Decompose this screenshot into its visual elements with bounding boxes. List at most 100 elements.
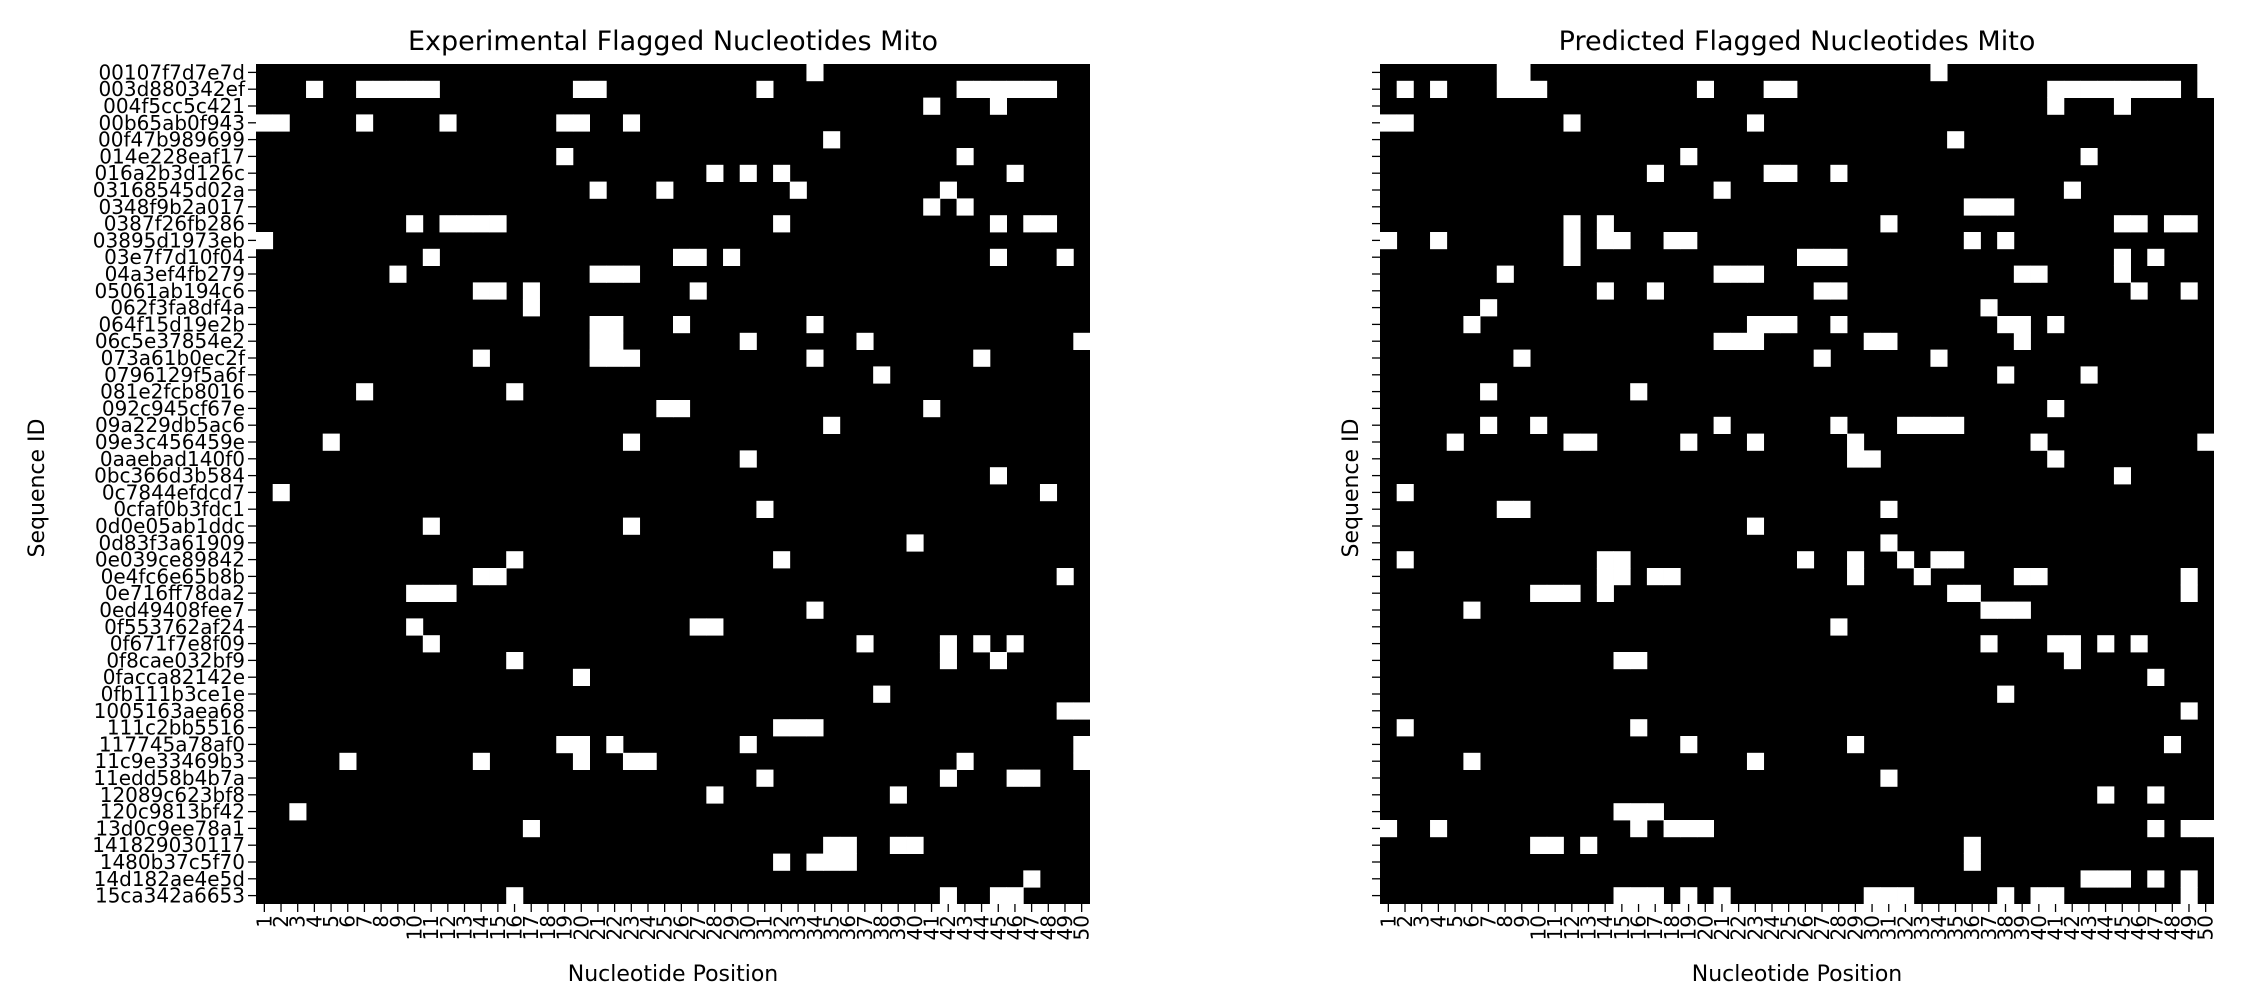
predicted-flagged-cell (1513, 80, 1531, 98)
experimental-flagged-cell (1006, 164, 1024, 182)
predicted-flagged-cell (2097, 80, 2115, 98)
experimental-y-tick-label: 0facca82142e (103, 665, 245, 689)
experimental-flagged-cell (806, 349, 824, 367)
experimental-flagged-cell (472, 282, 490, 300)
experimental-y-tick-label: 016a2b3d126c (95, 161, 245, 185)
experimental-flagged-cell (856, 635, 874, 653)
predicted-flagged-cell (1813, 349, 1831, 367)
predicted-flagged-cell (1563, 232, 1581, 250)
experimental-flagged-cell (789, 719, 807, 737)
experimental-flagged-cell (939, 887, 957, 905)
predicted-flagged-cell (1580, 836, 1598, 854)
experimental-x-tick-label: 48 (1036, 915, 1060, 940)
experimental-y-tick-label: 0e039ce89842 (95, 548, 245, 572)
predicted-x-tick-label: 48 (2160, 915, 2184, 940)
experimental-x-tick-label: 4 (302, 915, 326, 928)
experimental-flagged-cell (673, 400, 691, 418)
experimental-flagged-cell (606, 736, 624, 754)
experimental-x-tick-label: 26 (669, 915, 693, 940)
predicted-x-tick-label: 22 (1727, 915, 1751, 940)
predicted-flagged-cell (1696, 80, 1714, 98)
experimental-flagged-cell (622, 349, 641, 367)
experimental-flagged-cell (556, 114, 574, 132)
experimental-flagged-cell (289, 803, 307, 821)
experimental-flagged-cell (723, 248, 741, 266)
predicted-flagged-cell (1680, 148, 1698, 166)
predicted-flagged-cell (2197, 820, 2215, 838)
experimental-flagged-cell (572, 80, 590, 98)
experimental-flagged-cell (789, 181, 807, 199)
experimental-flagged-cell (739, 164, 757, 182)
experimental-y-tick-label: 0c7844efdcd7 (102, 480, 245, 504)
experimental-y-tick-label: 1480b37c5f70 (100, 850, 245, 874)
experimental-y-tick-label: 117745a78af0 (99, 732, 245, 756)
experimental-y-tick-label: 062f3fa8df4a (110, 296, 245, 320)
predicted-x-tick-label: 4 (1426, 915, 1450, 928)
experimental-flagged-cell (422, 517, 440, 535)
predicted-flagged-cell (1630, 719, 1648, 737)
predicted-flagged-cell (2113, 467, 2131, 485)
predicted-flagged-cell (1680, 232, 1698, 250)
predicted-flagged-cell (2030, 568, 2048, 586)
experimental-flagged-cell (389, 80, 407, 98)
experimental-flagged-cell (756, 769, 774, 787)
experimental-x-axis-label: Nucleotide Position (568, 962, 779, 987)
predicted-flagged-cell (2080, 366, 2098, 384)
predicted-flagged-cell (1847, 433, 1865, 451)
experimental-y-tick-label: 0aaebad140f0 (100, 447, 245, 471)
predicted-flagged-cell (2030, 265, 2048, 283)
predicted-x-tick-label: 43 (2077, 915, 2101, 940)
experimental-flagged-cell (756, 80, 774, 98)
predicted-flagged-cell (1563, 248, 1581, 266)
experimental-x-tick-label: 24 (636, 915, 660, 940)
experimental-flagged-cell (1056, 702, 1074, 720)
experimental-x-tick-label: 17 (519, 915, 543, 940)
experimental-flagged-cell (522, 282, 540, 300)
experimental-flagged-cell (1023, 215, 1041, 233)
predicted-flagged-cell (1630, 820, 1648, 838)
experimental-flagged-cell (773, 215, 791, 233)
predicted-flagged-cell (2147, 786, 2165, 804)
experimental-flagged-cell (823, 836, 841, 854)
experimental-y-tick-label: 073a61b0ec2f (101, 346, 246, 370)
predicted-flagged-cell (2047, 400, 2065, 418)
predicted-flagged-cell (2180, 887, 2198, 905)
predicted-x-tick-label: 42 (2060, 915, 2084, 940)
experimental-flagged-cell (622, 752, 641, 770)
predicted-x-axis-label: Nucleotide Position (1692, 962, 1903, 987)
experimental-flagged-cell (1006, 769, 1024, 787)
experimental-y-tick-label: 0d83f3a61909 (98, 531, 245, 555)
predicted-flagged-cell (2097, 870, 2115, 888)
experimental-flagged-cell (1073, 752, 1091, 770)
experimental-x-tick-label: 22 (603, 915, 627, 940)
experimental-flagged-cell (823, 853, 841, 871)
predicted-flagged-cell (1847, 736, 1865, 754)
experimental-x-tick-label: 16 (503, 915, 527, 940)
experimental-flagged-cell (306, 80, 324, 98)
experimental-flagged-cell (856, 332, 874, 350)
experimental-y-tick-label: 13d0c9ee78a1 (95, 816, 245, 840)
predicted-flagged-cell (1980, 198, 1998, 216)
experimental-flagged-cell (773, 551, 791, 569)
predicted-x-tick-label: 14 (1593, 915, 1617, 940)
predicted-heatmap-grid (1380, 64, 2215, 905)
predicted-flagged-cell (1730, 265, 1748, 283)
predicted-flagged-cell (1880, 500, 1898, 518)
predicted-flagged-cell (2147, 668, 2165, 686)
predicted-flagged-cell (1646, 164, 1664, 182)
predicted-flagged-cell (1780, 80, 1798, 98)
experimental-flagged-cell (689, 248, 707, 266)
experimental-flagged-cell (406, 584, 424, 602)
predicted-flagged-cell (1513, 349, 1531, 367)
predicted-flagged-cell (1847, 551, 1865, 569)
experimental-y-tick-label: 0f671f7e8f09 (110, 632, 245, 656)
predicted-flagged-cell (1746, 265, 1765, 283)
experimental-flagged-cell (706, 618, 724, 636)
predicted-x-tick-label: 11 (1543, 915, 1567, 940)
predicted-flagged-cell (1613, 232, 1631, 250)
predicted-flagged-cell (1430, 80, 1448, 98)
experimental-y-tick-label: 0bc366d3b584 (94, 464, 245, 488)
experimental-heatmap-panel: Experimental Flagged Nucleotides Mito 00… (25, 26, 1094, 987)
experimental-flagged-cell (989, 248, 1007, 266)
predicted-flagged-cell (1813, 282, 1831, 300)
